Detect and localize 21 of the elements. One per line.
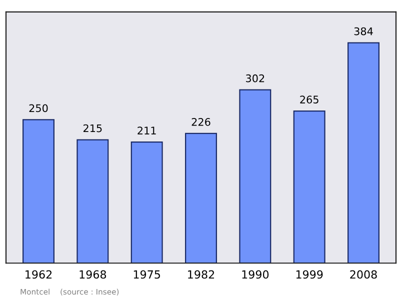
bar (348, 42, 380, 264)
bar (239, 89, 272, 264)
data-label: 302 (246, 74, 264, 82)
data-label: 226 (192, 118, 210, 126)
x-tick-label: 2008 (350, 270, 377, 279)
x-tick-label: 1999 (296, 270, 323, 279)
x-tick-label: 1975 (134, 270, 160, 279)
data-label: 265 (300, 96, 318, 104)
data-label: 211 (138, 126, 156, 134)
x-tick-label: 1962 (26, 270, 52, 279)
data-label: 250 (29, 104, 48, 112)
bar (22, 119, 54, 264)
bar (185, 132, 217, 264)
bar (293, 110, 326, 264)
bar (130, 142, 163, 264)
x-tick-label: 1982 (188, 270, 214, 279)
bar (76, 139, 109, 264)
x-tick-label: 1990 (242, 270, 269, 279)
data-label: 384 (354, 27, 373, 36)
x-tick-label: 1968 (80, 270, 106, 279)
data-label: 215 (83, 124, 102, 132)
